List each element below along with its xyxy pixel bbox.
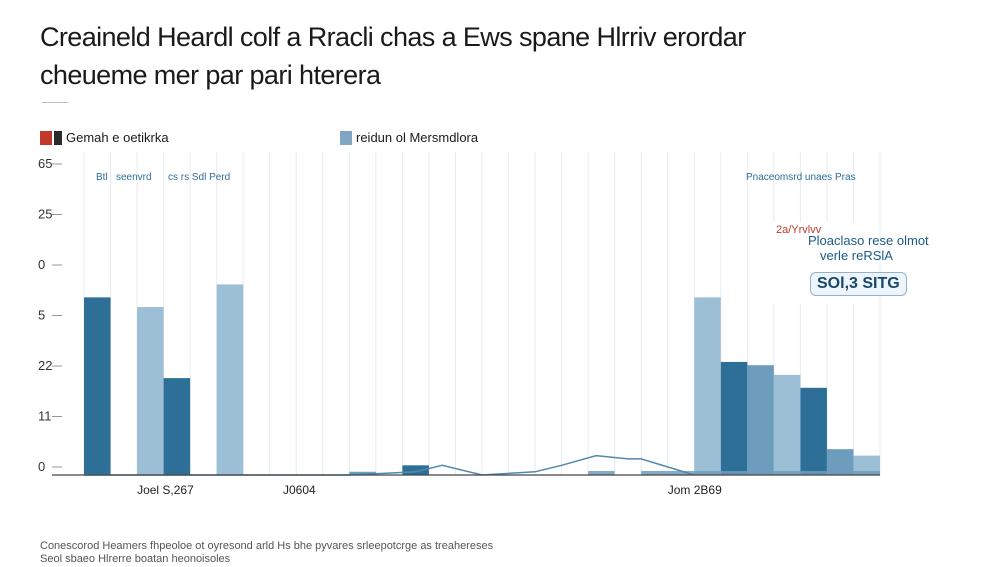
bar: [163, 378, 191, 475]
annotation-line-1: Ploaclaso rese olmot: [808, 233, 929, 248]
chart-title-line-2: cheueme mer par pari hterera: [40, 60, 381, 90]
bar-small: [853, 470, 880, 475]
x-tick-label: Joel S,267: [137, 483, 194, 497]
bar: [800, 387, 827, 475]
annotation-line-2: verle reRSlA: [820, 248, 893, 263]
x-tick-label: Jom 2B69: [668, 483, 722, 497]
legend-swatch-red: [40, 130, 52, 145]
y-tick-label: 22: [38, 358, 52, 373]
bar-small: [588, 470, 615, 475]
bar-small: [826, 470, 854, 475]
trend-line: [84, 454, 695, 476]
title-rule: [42, 102, 68, 103]
annotation-red-text: 2a/Yrvlvv: [776, 224, 822, 236]
legend-swatch-dark: [54, 130, 62, 145]
x-tick-label: J0604: [283, 483, 316, 497]
annotation-value-badge: SOl,3 SITG: [810, 272, 907, 296]
bar: [720, 361, 748, 475]
bar: [853, 455, 880, 475]
bar: [694, 297, 721, 475]
bar: [826, 449, 854, 475]
chart-header-labels: Btl seenvrd cs rs Sdl Perd Pnaceomsrd unaes…: [96, 172, 856, 183]
legend-item-2: reidun ol Mersmdlora: [340, 130, 478, 145]
y-axis-labels: 0 11 22 5 0 25 65: [38, 156, 62, 474]
bar-small: [720, 470, 748, 475]
footnote-line-2: Seol sbaeo Hlrerre boatan heonoisoles: [40, 553, 231, 565]
x-axis-labels: Joel S,267 J0604 Jom 2B69: [137, 483, 722, 497]
bar-small: [773, 470, 801, 475]
y-tick-label: 11: [38, 409, 52, 424]
header-label: seenvrd: [116, 172, 152, 183]
bar: [747, 365, 774, 475]
bar-small: [694, 470, 721, 475]
bar: [84, 297, 111, 475]
bar-small: [747, 470, 774, 475]
chart-bars: [52, 284, 880, 476]
bar-small: [641, 470, 668, 475]
legend-label-1: Gemah e oetikrka: [66, 130, 169, 145]
header-label: Btl: [96, 172, 108, 183]
bar: [216, 284, 244, 475]
header-label: Pnaceomsrd unaes Pras: [746, 172, 856, 183]
footnote-line-1: Conescorod Heamers fhpeoloe ot oyresond …: [40, 540, 494, 552]
bar: [137, 307, 164, 475]
bar: [349, 471, 376, 475]
legend-swatch-blue: [340, 130, 352, 145]
bar-small: [667, 470, 695, 475]
legend-item-1: Gemah e oetikrka: [40, 130, 169, 145]
bar: [773, 374, 801, 475]
bar-small: [800, 470, 827, 475]
y-tick-label: 5: [38, 308, 45, 323]
bar: [402, 465, 429, 475]
header-label: cs rs Sdl Perd: [168, 172, 230, 183]
y-tick-label: 25: [38, 207, 52, 222]
y-tick-label: 0: [38, 459, 45, 474]
legend-label-2: reidun ol Mersmdlora: [356, 130, 479, 145]
y-tick-label: 0: [38, 257, 45, 272]
y-tick-label: 65: [38, 156, 52, 171]
chart-title-line-1: Creaineld Heardl colf a Rracli chas a Ew…: [40, 22, 746, 52]
